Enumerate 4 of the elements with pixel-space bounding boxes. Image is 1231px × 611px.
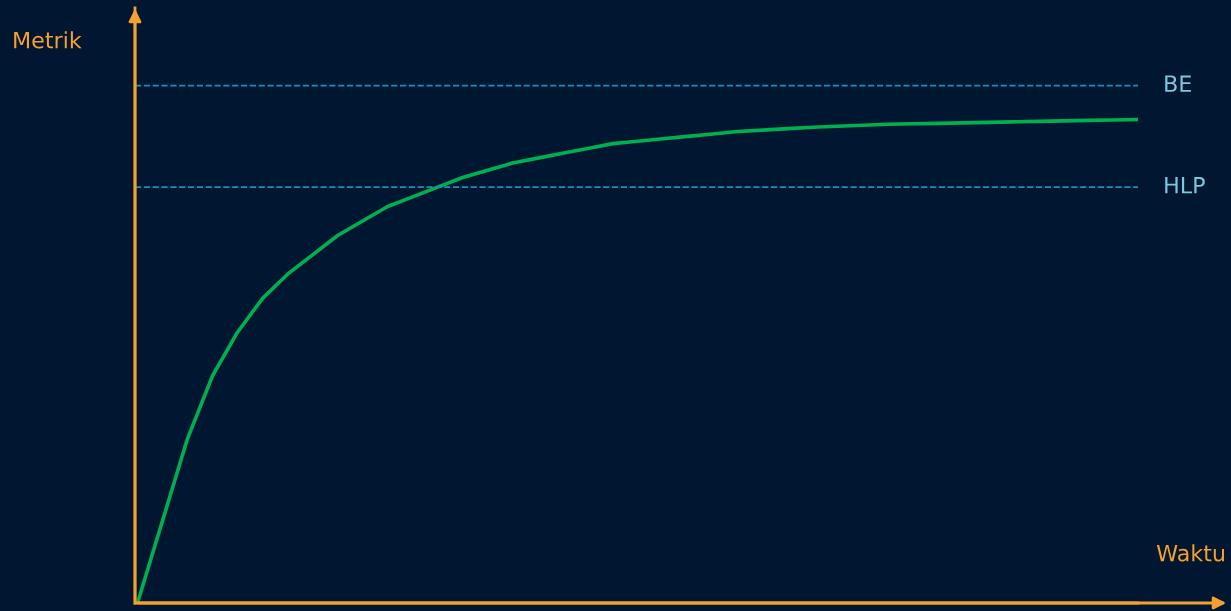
ref-line-label: BE (1165, 75, 1191, 92)
x-axis-title: Waktu (1156, 544, 1224, 562)
y-axis-title: Metrik (14, 31, 82, 49)
ref-line-label: HLP (1165, 177, 1205, 194)
